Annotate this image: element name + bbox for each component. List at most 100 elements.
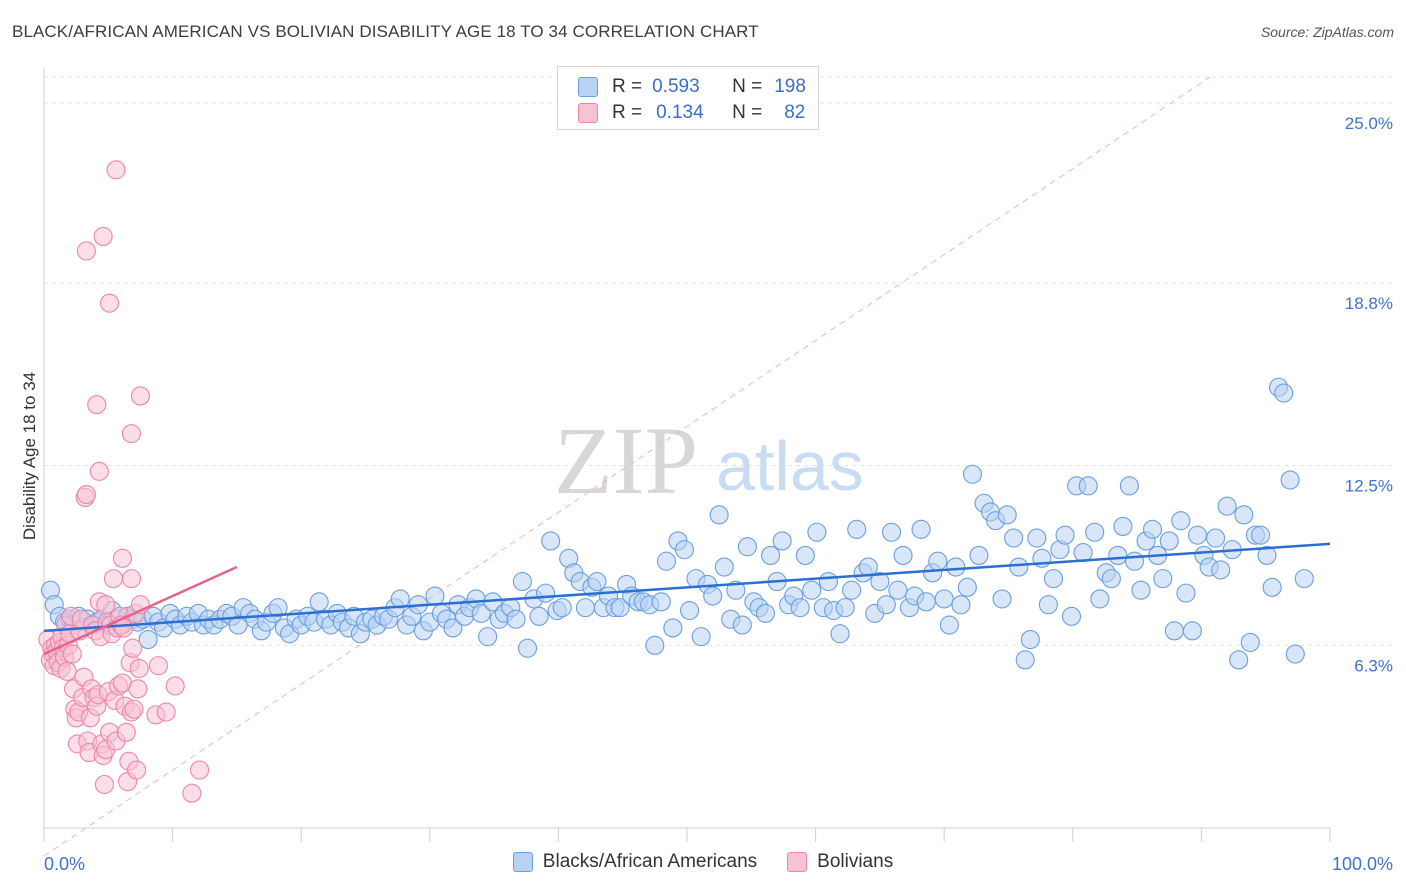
blacks-point <box>709 505 729 525</box>
blacks-point <box>1027 528 1047 548</box>
blacks-point <box>714 557 734 577</box>
tick-labels: 6.3% 12.5% 18.8% 25.0% 0.0% 100.0% <box>44 114 1393 874</box>
blacks-point <box>939 615 959 635</box>
bolivians-point <box>128 679 148 699</box>
blacks-point <box>1164 621 1184 641</box>
blacks-point <box>1009 557 1029 577</box>
blacks-point <box>1285 644 1305 664</box>
blacks-point <box>674 540 694 560</box>
blacks-point <box>772 531 792 551</box>
blacks-point <box>847 519 867 539</box>
bolivians-point <box>190 760 210 780</box>
blacks-point <box>1205 528 1226 548</box>
legend-n-label: N = <box>732 76 763 97</box>
correlation-legend: R = 0.593 N = 198 R = 0.134 N = 82 <box>557 66 819 130</box>
blacks-point <box>1211 560 1231 580</box>
bolivians-point <box>130 386 150 406</box>
blacks-point <box>1085 522 1105 542</box>
blacks-point <box>858 557 878 577</box>
blacks-point <box>1131 580 1151 600</box>
legend-swatch-pink <box>578 103 598 123</box>
blacks-point <box>1217 496 1237 516</box>
y-tick-label: 18.8% <box>1345 294 1393 313</box>
blacks-point <box>1113 516 1133 536</box>
blacks-point <box>992 589 1012 609</box>
blacks-point <box>1229 650 1249 670</box>
blacks-point <box>737 537 757 557</box>
blacks-point <box>969 545 989 565</box>
bolivians-point <box>129 658 149 679</box>
legend-n-label: N = <box>732 102 763 123</box>
blacks-point <box>1159 531 1179 551</box>
x-tick-label: 0.0% <box>44 854 85 874</box>
blacks-point <box>870 571 890 592</box>
series-legend: Blacks/African Americans Bolivians <box>0 851 1406 873</box>
blacks-point <box>962 464 983 484</box>
blacks-point <box>946 557 966 577</box>
data-points <box>38 160 1314 803</box>
blacks-point <box>1153 569 1173 589</box>
blacks-point <box>876 595 896 615</box>
blacks-point <box>529 606 549 626</box>
blacks-point <box>575 598 595 618</box>
blacks-point <box>1101 569 1121 589</box>
blacks-point <box>1043 569 1064 589</box>
blacks-point <box>1187 525 1208 545</box>
diagonal-reference-line <box>43 76 1211 857</box>
bolivians-point <box>123 638 143 658</box>
series-legend-label: Bolivians <box>817 851 894 872</box>
bolivians-point <box>76 484 96 505</box>
series-swatch-pink <box>787 852 808 872</box>
blacks-point <box>761 545 781 565</box>
blacks-point <box>1124 551 1145 571</box>
blacks-point <box>1073 542 1093 563</box>
blacks-point <box>934 589 954 609</box>
blacks-point <box>1257 545 1277 565</box>
blacks-point <box>552 598 572 618</box>
blacks-point <box>517 638 538 658</box>
blacks-point <box>309 592 329 612</box>
blacks-point <box>703 586 723 606</box>
legend-r-label: R = <box>612 76 643 97</box>
bolivians-point <box>100 293 120 313</box>
legend-r-label: R = <box>612 102 643 123</box>
blacks-point <box>587 571 607 592</box>
blacks-point <box>512 571 532 592</box>
bolivians-point <box>93 226 113 247</box>
bolivians-point <box>112 548 132 568</box>
bolivians-point <box>148 656 169 676</box>
blacks-point <box>1004 528 1024 548</box>
blacks-point <box>1015 650 1035 670</box>
blacks-point <box>1274 383 1294 403</box>
legend-r-value: 0.593 <box>652 76 700 97</box>
blacks-point <box>818 571 839 592</box>
bolivians-point <box>156 702 176 722</box>
series-legend-item-blacks: Blacks/African Americans <box>512 851 758 873</box>
bolivians-point <box>124 699 144 719</box>
bolivians-point <box>182 783 202 803</box>
blacks-point <box>830 624 850 644</box>
legend-n-value: 82 <box>784 102 806 123</box>
blacks-point <box>680 600 700 621</box>
blacks-point <box>1108 545 1128 565</box>
blacks-point <box>997 505 1017 525</box>
legend-row-blacks: R = 0.593 N = 198 <box>578 74 806 100</box>
blacks-point <box>911 519 931 539</box>
blacks-point <box>726 580 746 600</box>
bolivians-point <box>87 395 107 415</box>
blacks-point <box>1061 606 1082 626</box>
blacks-point <box>842 580 862 600</box>
legend-row-bolivians: R = 0.134 N = 82 <box>578 100 805 126</box>
blacks-point <box>928 551 948 571</box>
legend-swatch-blue <box>578 77 598 97</box>
series-swatch-blue <box>512 852 533 872</box>
blacks-point <box>951 595 971 615</box>
blacks-point <box>478 627 498 647</box>
blacks-point <box>1176 583 1196 603</box>
series-legend-item-bolivians: Bolivians <box>787 851 893 873</box>
blacks-point <box>835 598 855 618</box>
series-legend-label: Blacks/African Americans <box>542 851 758 872</box>
trend-lines <box>43 542 1331 656</box>
bolivians-point <box>57 661 77 681</box>
